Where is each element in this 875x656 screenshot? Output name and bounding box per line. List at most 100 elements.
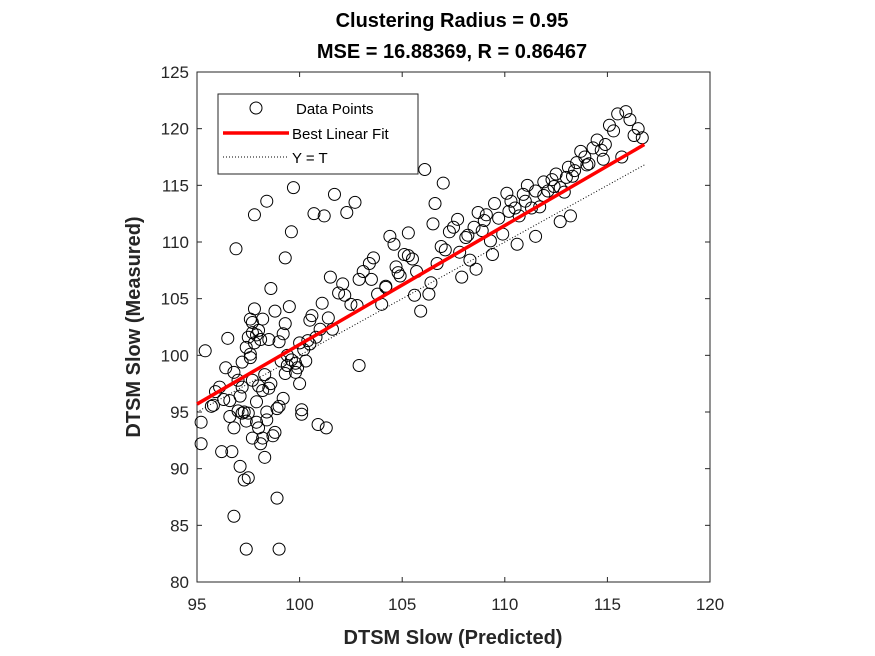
data-point — [235, 406, 249, 420]
data-point — [451, 212, 465, 226]
data-point — [338, 288, 352, 302]
y-tick-label: 85 — [170, 516, 189, 535]
data-point — [229, 242, 243, 256]
data-point — [250, 415, 264, 429]
data-point — [323, 270, 337, 284]
data-point — [256, 312, 270, 326]
legend-label-data-points: Data Points — [296, 101, 374, 118]
data-point — [221, 331, 235, 345]
data-point — [447, 220, 460, 234]
data-point — [247, 336, 261, 350]
data-point — [278, 251, 292, 265]
data-point — [286, 181, 300, 195]
axes-box — [196, 71, 711, 583]
data-point — [459, 230, 473, 244]
data-point — [272, 542, 286, 556]
data-point — [428, 196, 442, 210]
data-point — [327, 187, 341, 201]
y-tick-label: 120 — [161, 120, 189, 139]
data-point — [254, 332, 268, 346]
data-point — [563, 209, 577, 223]
data-point — [508, 201, 522, 215]
data-point — [578, 150, 592, 164]
data-point — [284, 225, 298, 239]
data-point — [389, 260, 403, 274]
data-point — [379, 279, 393, 293]
chart-subtitle: MSE = 16.88369, R = 0.86467 — [317, 41, 587, 63]
data-point — [623, 113, 637, 127]
data-point — [194, 415, 208, 429]
data-point — [418, 162, 432, 176]
data-point — [206, 398, 220, 412]
data-point — [258, 450, 272, 464]
data-point — [301, 334, 315, 348]
data-point — [295, 403, 309, 417]
data-point — [502, 204, 516, 218]
data-point — [231, 373, 245, 387]
data-point — [198, 344, 212, 358]
data-point — [260, 405, 274, 419]
data-point — [479, 208, 493, 222]
data-point — [239, 414, 253, 428]
data-point — [268, 425, 282, 439]
data-point — [272, 399, 286, 413]
data-point — [566, 169, 580, 183]
data-point — [235, 355, 249, 369]
x-axis-label: DTSM Slow (Predicted) — [344, 627, 563, 649]
y-tick-label: 100 — [161, 346, 189, 365]
data-point — [254, 437, 268, 451]
data-point — [233, 459, 247, 473]
data-point — [295, 407, 309, 421]
data-point — [258, 368, 272, 382]
legend: Data Points Best Linear Fit Y = T — [217, 93, 419, 175]
chart-title: Clustering Radius = 0.95 — [336, 10, 569, 32]
data-point — [225, 445, 239, 459]
data-point — [391, 266, 405, 280]
data-point — [247, 208, 261, 222]
data-point — [260, 194, 274, 208]
data-point — [607, 124, 621, 138]
data-point — [348, 195, 362, 209]
data-point — [256, 431, 270, 445]
data-point — [364, 272, 378, 286]
data-point — [315, 296, 329, 310]
data-point — [455, 270, 469, 284]
y-tick-label: 105 — [161, 290, 189, 309]
data-point — [383, 229, 397, 243]
x-tick-label: 100 — [285, 595, 313, 614]
plot-area: 95 100 105 110 115 120 80 85 90 95 100 105 110 115 120… — [161, 63, 725, 614]
data-point — [233, 389, 247, 403]
x-tick-label: 115 — [594, 595, 621, 614]
data-point — [518, 194, 532, 208]
data-point — [284, 353, 298, 367]
data-point — [401, 249, 415, 263]
data-point — [317, 209, 331, 223]
data-point — [463, 253, 477, 267]
data-point — [557, 185, 571, 199]
data-point — [235, 380, 249, 394]
data-point — [266, 429, 280, 443]
data-point — [477, 213, 491, 227]
data-point — [270, 491, 284, 505]
data-point — [393, 269, 407, 283]
y-tick-label: 125 — [161, 63, 189, 82]
data-point — [580, 158, 594, 172]
y-tick-label: 80 — [170, 573, 189, 592]
data-point — [500, 186, 514, 200]
data-point — [408, 288, 422, 302]
data-point — [352, 359, 366, 373]
data-point — [194, 437, 208, 451]
data-point — [278, 366, 292, 380]
data-point — [272, 335, 286, 349]
data-point — [461, 228, 475, 242]
data-point — [582, 157, 596, 171]
data-point — [631, 122, 645, 136]
data-point — [366, 251, 380, 265]
data-point — [401, 226, 415, 240]
data-point — [215, 445, 229, 459]
data-point — [204, 399, 218, 413]
data-point — [241, 406, 255, 420]
data-point — [264, 281, 278, 295]
data-point — [256, 383, 270, 397]
